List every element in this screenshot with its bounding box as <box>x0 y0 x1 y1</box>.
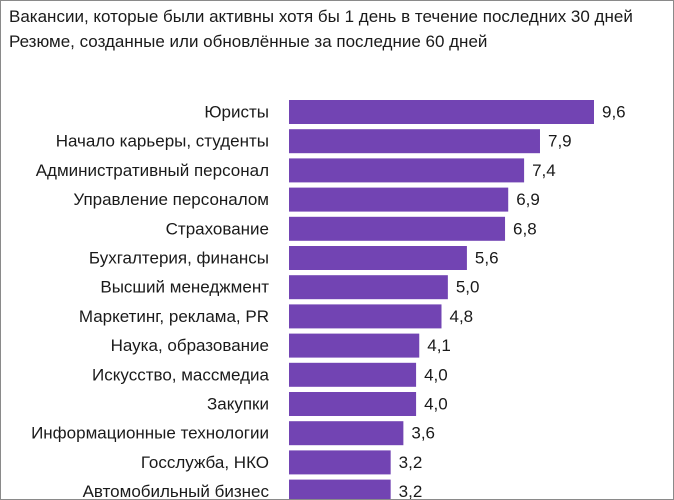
category-label: Управление персоналом <box>73 190 269 209</box>
category-label: Закупки <box>207 395 269 414</box>
chart-title-line-1: Вакансии, которые были активны хотя бы 1… <box>9 7 633 26</box>
value-label: 9,6 <box>602 103 626 122</box>
bar <box>289 158 525 183</box>
bar <box>289 100 594 124</box>
bar <box>289 187 509 212</box>
bar <box>289 362 417 387</box>
chart-title-line-2: Резюме, созданные или обновлённые за пос… <box>9 32 488 51</box>
value-label: 7,9 <box>548 132 572 151</box>
category-label: Маркетинг, реклама, PR <box>79 307 269 326</box>
value-label: 6,9 <box>516 190 540 209</box>
category-label: Бухгалтерия, финансы <box>89 249 269 268</box>
bar <box>289 333 420 358</box>
value-label: 5,0 <box>456 278 480 297</box>
value-label: 4,1 <box>427 336 451 355</box>
category-label: Юристы <box>204 103 269 122</box>
category-label: Автомобильный бизнес <box>83 482 270 499</box>
value-label: 3,6 <box>411 424 435 443</box>
bar <box>289 129 540 154</box>
bar <box>289 246 467 270</box>
bar <box>289 275 448 300</box>
value-label: 7,4 <box>532 161 556 180</box>
bar <box>289 392 417 416</box>
category-label: Высший менеджмент <box>100 278 269 297</box>
value-label: 4,8 <box>450 307 474 326</box>
value-label: 4,0 <box>424 395 448 414</box>
bar <box>289 216 506 241</box>
bar <box>289 421 404 446</box>
bar <box>289 304 442 329</box>
category-label: Страхование <box>166 219 269 238</box>
category-label: Наука, образование <box>111 336 269 355</box>
category-label: Начало карьеры, студенты <box>56 132 269 151</box>
bar <box>289 479 391 499</box>
category-label: Искусство, массмедиа <box>92 365 270 384</box>
category-label: Информационные технологии <box>31 424 269 443</box>
value-label: 3,2 <box>399 453 423 472</box>
value-label: 6,8 <box>513 219 537 238</box>
value-label: 4,0 <box>424 365 448 384</box>
bar <box>289 450 391 475</box>
value-label: 3,2 <box>399 482 423 499</box>
category-label: Госслужба, НКО <box>141 453 269 472</box>
category-label: Административный персонал <box>36 161 269 180</box>
value-label: 5,6 <box>475 249 499 268</box>
